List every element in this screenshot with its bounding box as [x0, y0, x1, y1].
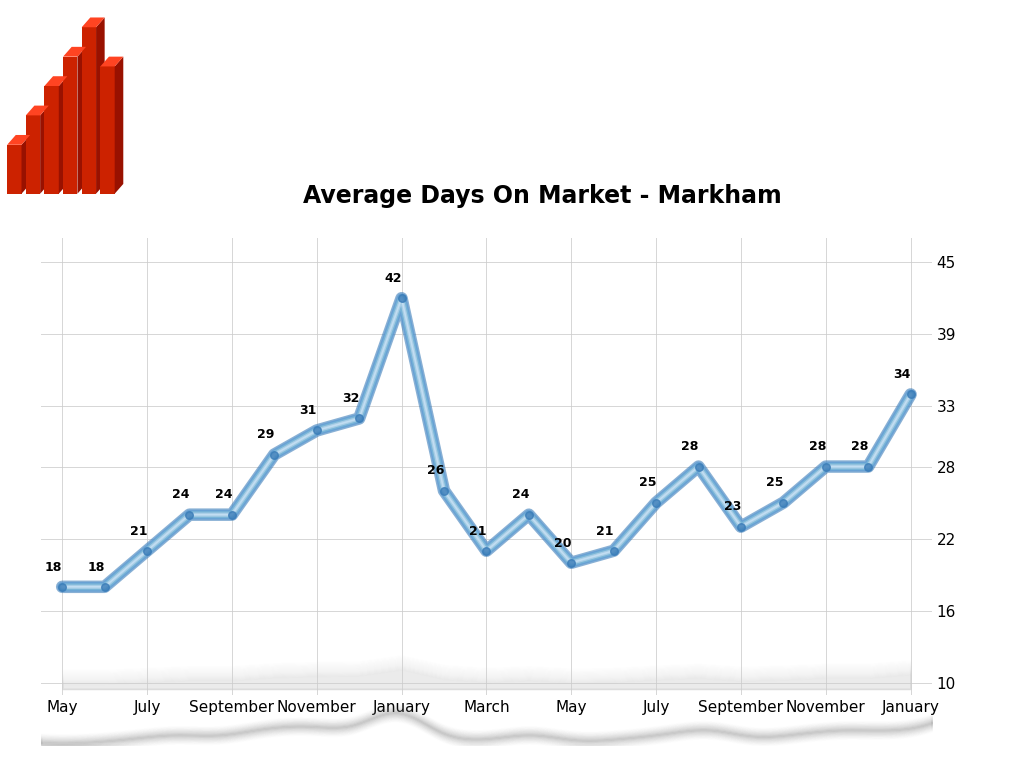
Point [139, 545, 156, 557]
Point [351, 412, 368, 425]
Point [223, 508, 240, 521]
Polygon shape [26, 106, 49, 115]
Text: 24: 24 [215, 488, 232, 502]
Text: 20: 20 [554, 537, 571, 550]
Text: 21: 21 [469, 525, 486, 538]
Point [733, 521, 750, 533]
Polygon shape [96, 18, 104, 194]
Point [902, 389, 919, 401]
Polygon shape [7, 145, 22, 194]
Text: 28: 28 [809, 440, 826, 453]
Text: 25: 25 [766, 476, 783, 489]
Text: 28: 28 [851, 440, 868, 453]
Polygon shape [63, 57, 78, 194]
Text: 31: 31 [300, 404, 316, 417]
Point [648, 496, 665, 508]
Text: 18: 18 [87, 561, 104, 574]
Text: 25: 25 [639, 476, 656, 489]
Text: 23: 23 [724, 501, 741, 514]
Point [860, 461, 877, 473]
Point [308, 425, 325, 437]
Text: 24: 24 [512, 488, 529, 502]
Polygon shape [100, 57, 123, 67]
Polygon shape [44, 86, 58, 194]
Polygon shape [22, 135, 30, 194]
Polygon shape [44, 76, 68, 86]
Point [690, 461, 707, 473]
Point [775, 496, 792, 508]
Text: MARKET ANALYSIS: MARKET ANALYSIS [294, 22, 844, 74]
Point [96, 581, 113, 593]
Point [393, 292, 410, 304]
Point [563, 557, 580, 569]
Text: 21: 21 [596, 525, 614, 538]
Point [605, 545, 622, 557]
Point [54, 581, 71, 593]
Point [181, 508, 198, 521]
Text: 24: 24 [172, 488, 189, 502]
Polygon shape [78, 47, 86, 194]
Text: 42: 42 [384, 272, 401, 285]
Point [817, 461, 834, 473]
Point [266, 449, 283, 461]
Polygon shape [40, 106, 49, 194]
Polygon shape [26, 115, 40, 194]
Point [436, 485, 453, 497]
Polygon shape [82, 18, 104, 28]
Polygon shape [58, 76, 68, 194]
Polygon shape [100, 67, 115, 194]
Text: 26: 26 [427, 465, 444, 478]
Polygon shape [115, 57, 123, 194]
Polygon shape [63, 47, 86, 57]
Polygon shape [7, 135, 30, 145]
Text: 34: 34 [894, 368, 910, 381]
Text: 29: 29 [257, 429, 274, 442]
Text: Average Days On Market - Markham: Average Days On Market - Markham [303, 184, 782, 208]
Point [520, 508, 537, 521]
Text: 18: 18 [45, 561, 62, 574]
Text: 28: 28 [681, 440, 698, 453]
Polygon shape [82, 28, 96, 194]
Point [478, 545, 495, 557]
Text: 32: 32 [342, 392, 359, 406]
Text: 21: 21 [130, 525, 147, 538]
